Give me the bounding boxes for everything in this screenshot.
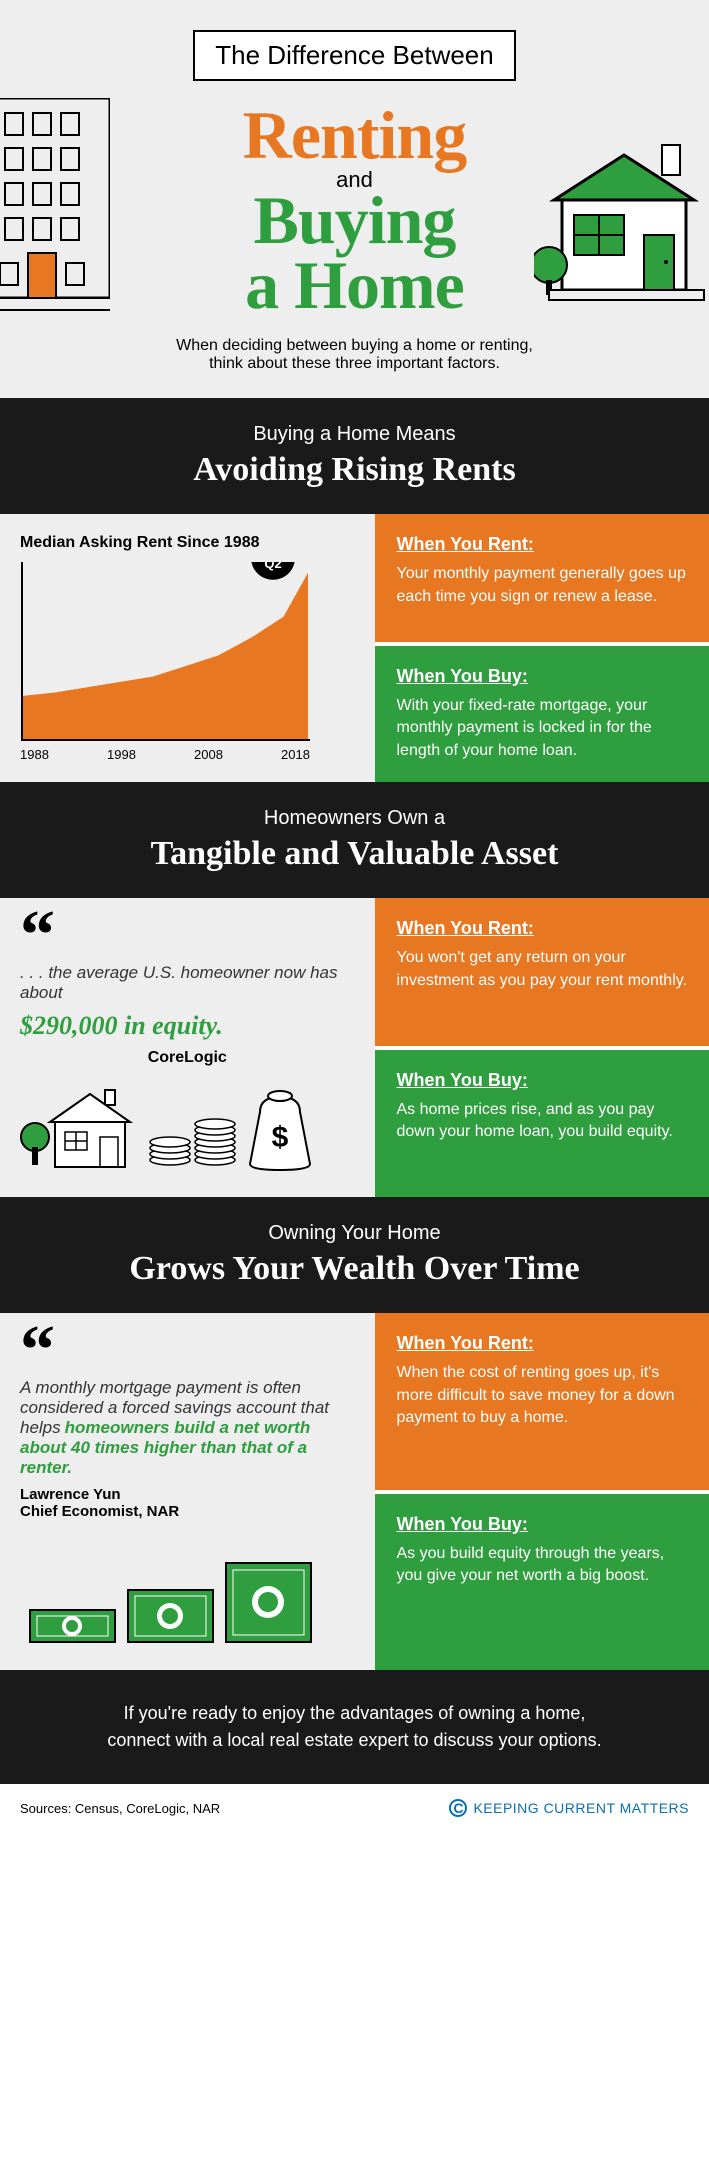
hero-section: The Difference Between Renting and Buyin… xyxy=(0,0,709,398)
section-1-header: Buying a Home Means Avoiding Rising Rent… xyxy=(0,398,709,514)
sources-text: Sources: Census, CoreLogic, NAR xyxy=(20,1801,220,1816)
rent-box-3: When You Rent: When the cost of renting … xyxy=(375,1313,709,1494)
house-coins-icon: $ xyxy=(20,1082,330,1172)
section-3-header: Owning Your Home Grows Your Wealth Over … xyxy=(0,1197,709,1313)
brand-logo: C KEEPING CURRENT MATTERS xyxy=(449,1799,689,1817)
house-icon xyxy=(534,140,709,320)
hero-subtitle: When deciding between buying a home or r… xyxy=(20,337,689,373)
rent-chart: 2023Q2 xyxy=(20,562,310,742)
buy-box-3: When You Buy: As you build equity throug… xyxy=(375,1494,709,1671)
section-2-body: “ . . . the average U.S. homeowner now h… xyxy=(0,898,709,1197)
quote2-body: A monthly mortgage payment is often cons… xyxy=(20,1378,355,1478)
chart-title: Median Asking Rent Since 1988 xyxy=(20,534,355,552)
section-3-body: “ A monthly mortgage payment is often co… xyxy=(0,1313,709,1670)
chart-xlabels: 1988 1998 2008 2018 xyxy=(20,747,310,762)
quote-emphasis: $290,000 in equity. xyxy=(20,1011,355,1041)
section-1-body: Median Asking Rent Since 1988 2023Q2 198… xyxy=(0,514,709,782)
footer: Sources: Census, CoreLogic, NAR C KEEPIN… xyxy=(0,1784,709,1832)
overline: The Difference Between xyxy=(193,30,515,81)
quote-mark-icon: “ xyxy=(20,918,355,953)
quote2-attrib: Lawrence YunChief Economist, NAR xyxy=(20,1486,355,1520)
section-2-header: Homeowners Own a Tangible and Valuable A… xyxy=(0,782,709,898)
buy-box-1: When You Buy: With your fixed-rate mortg… xyxy=(375,646,709,782)
buy-box-2: When You Buy: As home prices rise, and a… xyxy=(375,1050,709,1198)
quote-source: CoreLogic xyxy=(20,1049,355,1067)
rent-box-1: When You Rent: Your monthly payment gene… xyxy=(375,514,709,646)
cta-block: If you're ready to enjoy the advantages … xyxy=(0,1670,709,1784)
svg-text:$: $ xyxy=(272,1121,289,1154)
svg-text:Q2: Q2 xyxy=(264,562,281,571)
quote-intro: . . . the average U.S. homeowner now has… xyxy=(20,963,355,1003)
rent-box-2: When You Rent: You won't get any return … xyxy=(375,898,709,1050)
money-bills-icon xyxy=(20,1535,320,1645)
apartment-icon xyxy=(0,98,110,318)
brand-icon: C xyxy=(449,1799,467,1817)
quote-mark-icon: “ xyxy=(20,1333,355,1368)
